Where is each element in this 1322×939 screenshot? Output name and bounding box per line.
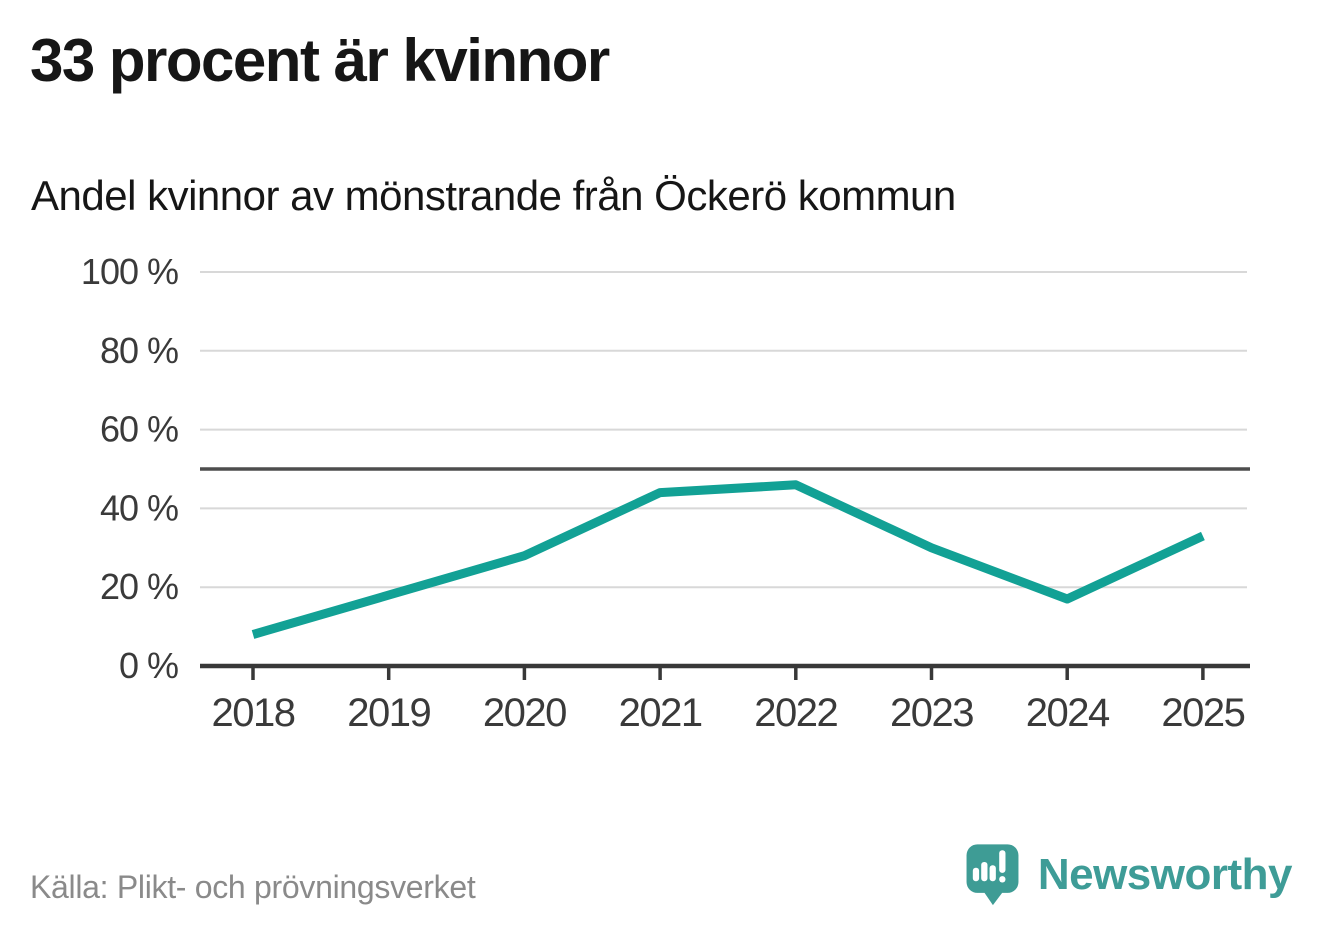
y-axis-label: 100 %	[81, 251, 178, 292]
x-axis-label: 2019	[347, 691, 430, 735]
y-axis-label: 80 %	[100, 330, 178, 371]
x-axis-label: 2024	[1026, 691, 1110, 735]
source-note: Källa: Plikt- och prövningsverket	[30, 869, 476, 905]
x-axis-label: 2023	[890, 691, 973, 735]
newsworthy-logo-text: Newsworthy	[1037, 849, 1293, 899]
x-axis-label: 2020	[483, 691, 566, 735]
x-axis-label: 2025	[1161, 691, 1244, 735]
data-line	[251, 480, 1205, 639]
y-axis-label: 60 %	[100, 409, 178, 450]
newsworthy-logo-icon	[966, 844, 1019, 906]
x-axis-label: 2021	[619, 691, 702, 735]
x-axis-label: 2018	[212, 691, 295, 735]
y-axis-label: 40 %	[100, 487, 178, 528]
x-axis-label: 2022	[754, 691, 837, 735]
y-axis-label: 0 %	[119, 645, 178, 686]
newsworthy-logo: Newsworthy	[963, 841, 1293, 908]
y-axis-label: 20 %	[100, 566, 178, 607]
chart-subtitle: Andel kvinnor av mönstrande från Öckerö …	[31, 172, 956, 219]
chart-title: 33 procent är kvinnor	[30, 27, 610, 94]
